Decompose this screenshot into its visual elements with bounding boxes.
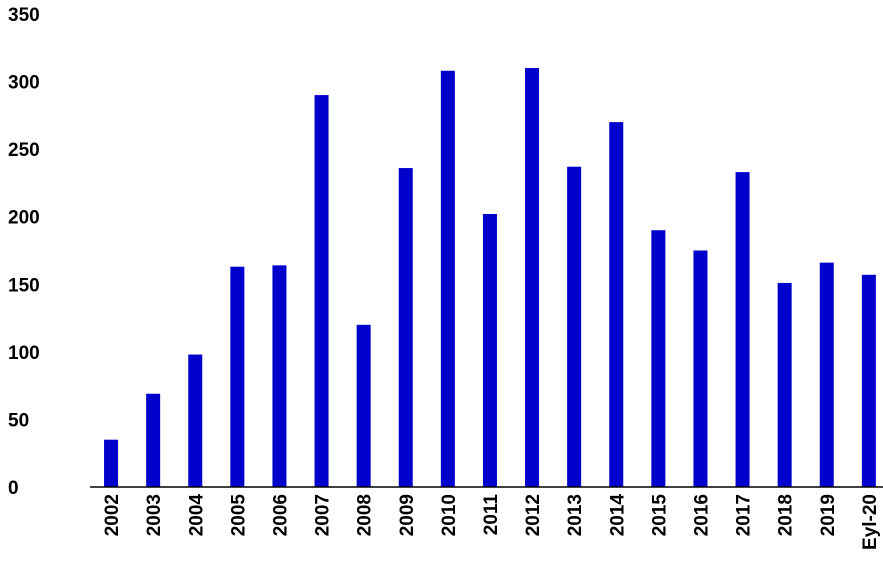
x-tick-label: 2010 (439, 494, 460, 536)
x-tick-label: 2012 (523, 494, 544, 536)
x-tick-label: 2007 (313, 494, 334, 536)
x-tick-label: 2008 (355, 494, 376, 536)
x-tick-label: 2017 (734, 494, 755, 536)
bar-2016 (693, 250, 708, 487)
bar-2010 (440, 70, 455, 487)
x-tick-label: 2002 (102, 494, 123, 536)
x-tick-label: 2013 (565, 494, 586, 536)
bar-2005 (230, 266, 245, 487)
x-tick-label: 2006 (270, 494, 291, 536)
x-tick-label: 2011 (481, 494, 502, 536)
bar-2011 (482, 214, 497, 488)
y-tick-label: 50 (8, 410, 29, 431)
bar-series (104, 68, 876, 488)
bar-2019 (819, 262, 834, 487)
bar-2015 (651, 230, 666, 487)
x-tick-label: 2019 (818, 494, 839, 536)
x-tick-label: 2004 (186, 494, 207, 537)
x-tick-label: 2003 (144, 494, 165, 536)
y-tick-label: 350 (8, 5, 40, 26)
bar-2002 (104, 439, 119, 487)
y-tick-label: 250 (8, 140, 40, 161)
bar-2014 (609, 122, 624, 487)
bar-2013 (567, 166, 582, 487)
bar-Eyl-20 (861, 274, 876, 487)
y-tick-label: 300 (8, 73, 40, 94)
x-tick-label: 2015 (649, 494, 670, 537)
x-tick-label: 2016 (691, 494, 712, 536)
bar-2008 (356, 324, 371, 487)
y-tick-label: 150 (8, 275, 40, 296)
x-tick-label: Eyl-20 (860, 494, 881, 550)
bar-2007 (314, 95, 329, 487)
x-tick-label: 2009 (397, 494, 418, 536)
x-axis-tick-labels: 2002 2003 2004 2005 2006 2007 2008 2009 2010 2011… (102, 494, 881, 550)
y-tick-label: 100 (8, 343, 40, 364)
y-tick-label: 0 (8, 478, 19, 499)
bar-2003 (146, 393, 161, 487)
x-tick-label: 2005 (228, 494, 249, 537)
bar-2004 (188, 354, 203, 487)
bar-2009 (398, 168, 413, 487)
bar-2017 (735, 172, 750, 488)
bar-2006 (272, 265, 287, 487)
x-tick-label: 2018 (776, 494, 797, 536)
y-axis-tick-labels: 0 50 100 150 200 250 300 350 (8, 5, 40, 499)
x-tick-label: 2014 (607, 494, 628, 537)
bar-2012 (525, 68, 540, 488)
y-tick-label: 200 (8, 208, 40, 229)
bar-2018 (777, 282, 792, 487)
